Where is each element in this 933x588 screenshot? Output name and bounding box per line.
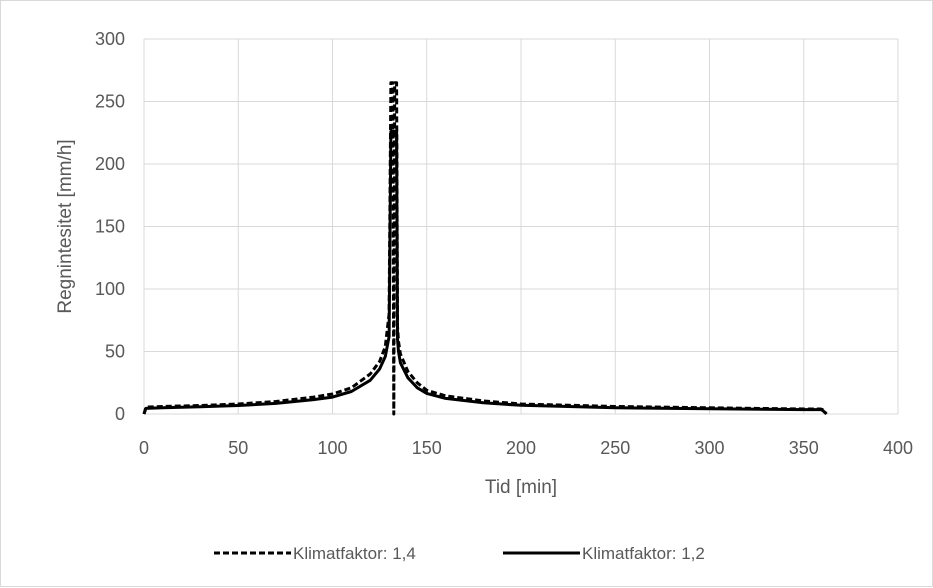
x-tick-label: 50: [228, 438, 248, 458]
x-axis-title: Tid [min]: [485, 477, 557, 498]
y-tick-label: 250: [95, 92, 125, 112]
legend: Klimatfaktor: 1,4 Klimatfaktor: 1,2: [214, 544, 705, 563]
y-tick-label: 100: [95, 279, 125, 299]
x-tick-label: 250: [600, 438, 630, 458]
x-tick-label: 100: [317, 438, 347, 458]
x-tick-label: 350: [789, 438, 819, 458]
tick-labels: 0 50 100 150 200 250 300 0 50 100 150 200 250 300 350 4…: [95, 29, 913, 458]
y-axis-title: Regnintesitet [mm/h]: [55, 139, 76, 313]
x-tick-label: 400: [883, 438, 913, 458]
y-tick-label: 0: [115, 404, 125, 424]
x-tick-label: 0: [139, 438, 149, 458]
y-tick-label: 150: [95, 217, 125, 237]
x-tick-label: 150: [412, 438, 442, 458]
legend-label-series-1: Klimatfaktor: 1,4: [293, 544, 416, 563]
grid-lines: [143, 38, 899, 415]
y-tick-label: 50: [105, 342, 125, 362]
x-tick-label: 300: [694, 438, 724, 458]
series-line-1: [142, 81, 828, 416]
series-line-2: [142, 130, 828, 416]
y-tick-label: 200: [95, 154, 125, 174]
y-tick-label: 300: [95, 29, 125, 49]
legend-label-series-2: Klimatfaktor: 1,2: [582, 544, 705, 563]
series-lines: [142, 81, 828, 416]
x-tick-label: 200: [506, 438, 536, 458]
